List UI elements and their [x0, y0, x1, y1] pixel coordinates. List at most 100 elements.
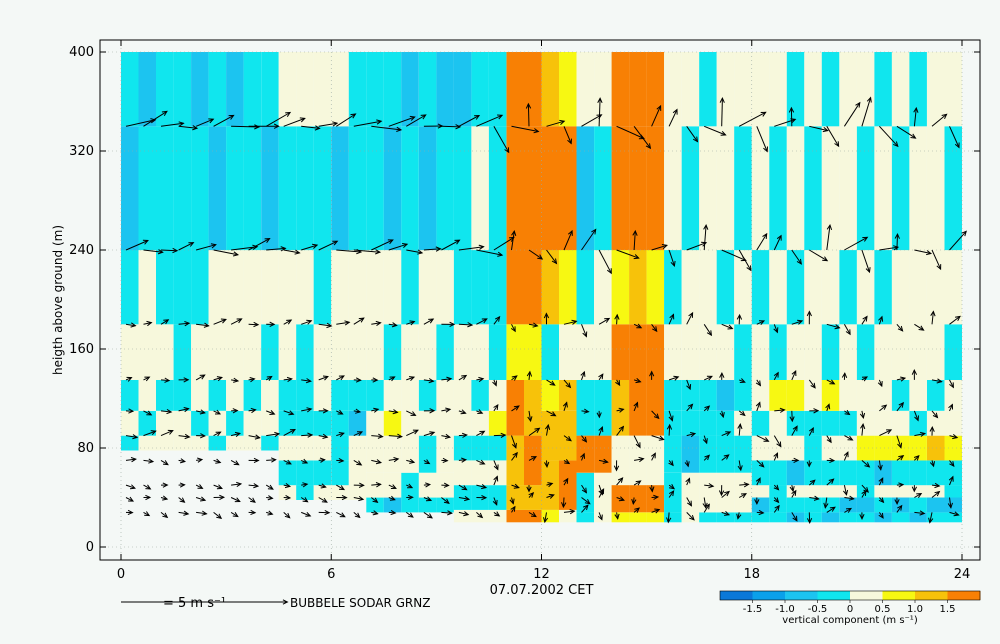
heatmap-cell: [892, 250, 910, 324]
heatmap-cell: [717, 250, 735, 324]
heatmap-cell: [331, 250, 349, 324]
heatmap-cell: [839, 250, 857, 324]
heatmap-cell: [734, 380, 752, 411]
heatmap-cell: [436, 324, 454, 380]
heatmap-cell: [804, 52, 822, 126]
heatmap-cell: [577, 512, 595, 522]
heatmap-cell: [664, 126, 682, 250]
heatmap-cell: [436, 52, 454, 126]
heatmap-cell: [647, 380, 665, 436]
heatmap-cell: [366, 498, 384, 513]
heatmap-cell: [489, 485, 507, 510]
heatmap-cell: [331, 52, 349, 126]
heatmap-cell: [454, 250, 472, 324]
heatmap-cell: [699, 512, 717, 522]
heatmap-cell: [191, 126, 209, 250]
y-tick-label: 0: [86, 540, 94, 555]
heatmap-cell: [507, 52, 525, 126]
heatmap-cell: [647, 126, 665, 250]
heatmap-cell: [139, 126, 157, 250]
heatmap-cell: [787, 436, 805, 461]
heatmap-cell: [296, 126, 314, 250]
heatmap-cell: [839, 380, 857, 411]
heatmap-cell: [226, 324, 244, 380]
heatmap-cell: [524, 52, 542, 126]
heatmap-cell: [857, 498, 875, 513]
heatmap-cell: [296, 380, 314, 411]
heatmap-cell: [384, 126, 402, 250]
heatmap-cell: [664, 411, 682, 436]
heatmap-cell: [436, 250, 454, 324]
heatmap-cell: [612, 126, 630, 250]
heatmap-cell: [559, 52, 577, 126]
heatmap-cell: [787, 380, 805, 411]
heatmap-cell: [436, 126, 454, 250]
heatmap-cell: [454, 380, 472, 411]
heatmap-cell: [559, 126, 577, 250]
heatmap-cell: [945, 498, 963, 513]
heatmap-cell: [314, 126, 332, 250]
heatmap-cell: [191, 324, 209, 380]
heatmap-cell: [874, 485, 892, 497]
heatmap-cell: [471, 250, 489, 324]
heatmap-cell: [156, 250, 174, 324]
heatmap-cell: [349, 324, 367, 380]
heatmap-cell: [121, 52, 139, 126]
heatmap-cell: [261, 250, 279, 324]
heatmap-cell: [752, 485, 770, 497]
x-tick-label: 0: [117, 567, 125, 582]
heatmap-cell: [892, 324, 910, 380]
colorbar-swatch: [753, 591, 786, 600]
heatmap-cell: [454, 485, 472, 510]
colorbar-tick-label: -0.5: [808, 604, 828, 615]
heatmap-cell: [945, 485, 963, 497]
heatmap-cell: [471, 411, 489, 436]
heatmap-cell: [717, 380, 735, 411]
heatmap-cell: [629, 380, 647, 436]
heatmap-cell: [331, 126, 349, 250]
heatmap-cell: [734, 250, 752, 324]
colorbar-tick-label: -1.5: [743, 604, 763, 615]
y-tick-label: 320: [69, 144, 94, 159]
heatmap-cell: [717, 126, 735, 250]
heatmap-cell: [296, 52, 314, 126]
heatmap-cell: [139, 324, 157, 380]
heatmap-cell: [874, 126, 892, 250]
heatmap-cell: [927, 498, 945, 513]
heatmap-cells: [121, 52, 962, 522]
heatmap-cell: [366, 126, 384, 250]
heatmap-cell: [524, 324, 542, 380]
heatmap-cell: [682, 126, 700, 250]
heatmap-cell: [839, 485, 857, 497]
heatmap-cell: [436, 436, 454, 473]
heatmap-cell: [121, 250, 139, 324]
heatmap-cell: [682, 324, 700, 380]
x-tick-label: 18: [743, 567, 760, 582]
heatmap-cell: [699, 411, 717, 436]
colorbar-tick-label: 1.0: [907, 604, 923, 615]
heatmap-cell: [857, 411, 875, 436]
heatmap-cell: [909, 126, 927, 250]
heatmap-cell: [927, 126, 945, 250]
heatmap-cell: [349, 126, 367, 250]
heatmap-cell: [191, 250, 209, 324]
heatmap-cell: [384, 411, 402, 436]
heatmap-cell: [244, 411, 262, 436]
heatmap-cell: [436, 380, 454, 411]
colorbar-swatch: [850, 591, 883, 600]
heatmap-cell: [612, 436, 630, 486]
x-tick-label: 6: [327, 567, 335, 582]
heatmap-cell: [507, 250, 525, 324]
heatmap-cell: [314, 460, 332, 485]
heatmap-cell: [121, 411, 139, 436]
heatmap-cell: [664, 324, 682, 380]
heatmap-cell: [804, 436, 822, 461]
heatmap-cell: [752, 324, 770, 380]
heatmap-cell: [769, 380, 787, 411]
heatmap-cell: [489, 436, 507, 461]
heatmap-cell: [401, 324, 419, 380]
heatmap-cell: [524, 250, 542, 324]
